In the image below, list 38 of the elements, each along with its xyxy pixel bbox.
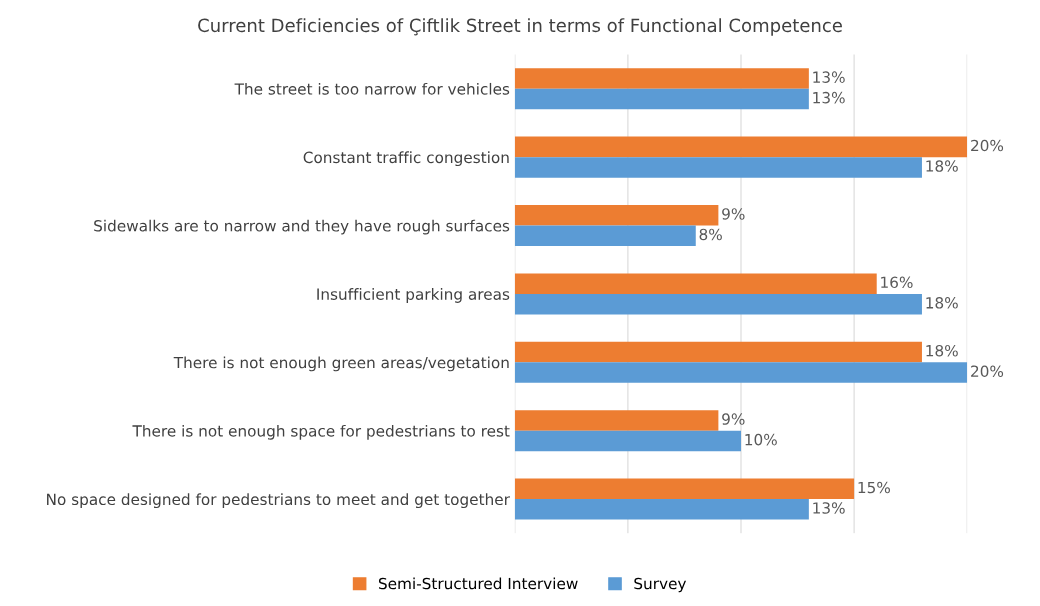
legend-label: Semi-Structured Interview <box>378 577 578 590</box>
bar <box>514 293 922 315</box>
bar <box>514 430 741 452</box>
legend-label: Survey <box>634 577 687 593</box>
bar <box>514 478 855 500</box>
y-tick-label: Sidewalks are to narrow and they have rough surfaces <box>94 219 510 235</box>
y-tick-label: Insufficient parking areas <box>317 288 510 303</box>
chart-title: Current Deficiencies of Çiftlik Street in terms of Functional Competence <box>198 18 842 36</box>
bar <box>514 205 719 226</box>
data-label: 20% <box>971 365 1004 377</box>
bar <box>514 410 719 431</box>
data-label: 18% <box>926 160 958 172</box>
bar <box>514 341 922 363</box>
data-label: 13% <box>813 71 845 83</box>
bar <box>514 225 696 247</box>
y-tick-label: The street is too narrow for vehicles <box>234 82 510 95</box>
y-tick-label: There is not enough space for pedestrians to rest <box>132 424 510 440</box>
bar <box>514 499 809 520</box>
data-label: 20% <box>971 139 1004 152</box>
data-label: 13% <box>813 91 845 104</box>
bar <box>514 362 968 383</box>
y-tick-label: Constant traffic congestion <box>303 151 509 167</box>
data-label: 15% <box>858 481 890 494</box>
y-tick-label: No space designed for pedestrians to meet and get together <box>47 493 510 509</box>
bar <box>514 273 877 294</box>
bar <box>514 88 809 110</box>
data-label: 18% <box>926 344 958 357</box>
data-label: 16% <box>881 276 913 289</box>
data-label: 18% <box>926 297 958 309</box>
data-label: 10% <box>745 433 777 446</box>
data-label: 13% <box>813 502 845 514</box>
y-tick-label: There is not enough green areas/vegetation <box>173 356 509 372</box>
bar <box>514 157 922 178</box>
bar <box>514 68 809 89</box>
data-label: 9% <box>722 208 745 220</box>
data-label: 9% <box>722 413 745 425</box>
bar <box>514 136 968 158</box>
data-label: 8% <box>699 228 722 241</box>
